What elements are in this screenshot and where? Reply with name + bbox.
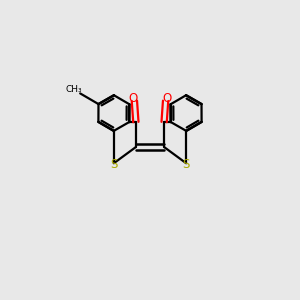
Text: O: O	[163, 92, 172, 105]
Text: CH₃: CH₃	[65, 85, 82, 94]
Text: O: O	[128, 92, 137, 105]
Text: S: S	[110, 158, 118, 171]
Text: S: S	[182, 158, 190, 171]
